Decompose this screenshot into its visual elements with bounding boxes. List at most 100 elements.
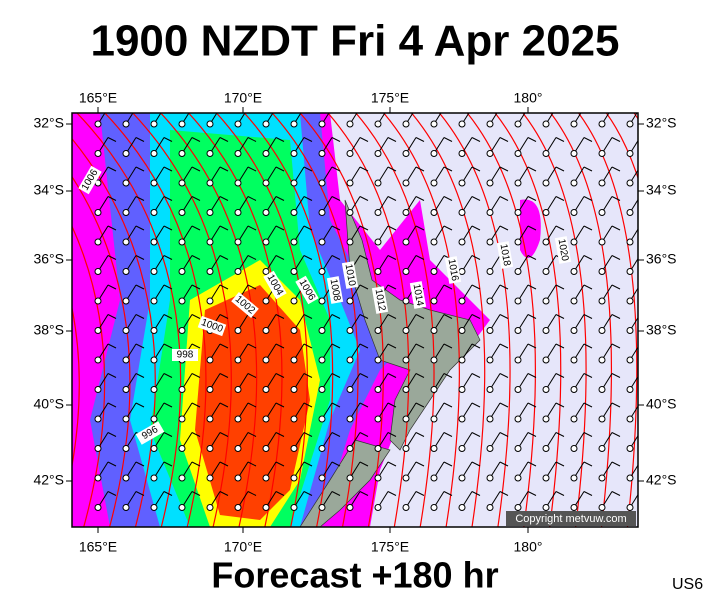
barb-flag [219, 166, 229, 172]
barb-flag [275, 432, 285, 437]
barb-station [346, 356, 354, 364]
barb-flag [387, 491, 397, 496]
barb-flag [443, 402, 453, 408]
precip-magenta-east [520, 199, 541, 258]
barb-flag [275, 373, 285, 378]
barb-station [598, 327, 606, 334]
barb-flag [611, 432, 621, 437]
barb-station [206, 179, 214, 187]
barb-station [430, 504, 438, 511]
barb-station [458, 386, 466, 393]
barb-station [318, 238, 326, 246]
isobar [549, 113, 613, 527]
barb-flag [359, 225, 369, 231]
barb-flag [555, 491, 565, 496]
barb-flag [107, 432, 117, 437]
barb-flag [471, 343, 481, 349]
barb-station [542, 238, 550, 246]
barb-flag [387, 255, 397, 260]
isobar [299, 113, 384, 527]
barb-station [262, 268, 270, 275]
barb-flag [387, 166, 397, 172]
barb-flag [108, 108, 116, 112]
barb-flag [471, 373, 481, 378]
barb-flag [247, 343, 257, 349]
barb-station [178, 120, 186, 128]
barb-station [374, 386, 382, 393]
barb-station [178, 268, 186, 275]
isobar [355, 113, 435, 527]
barb-flag [191, 166, 201, 172]
barb-station [290, 120, 298, 128]
isobar [72, 138, 156, 527]
barb-station [346, 504, 354, 511]
barb-flag [611, 166, 621, 172]
barb-station [262, 445, 270, 452]
barb-station [206, 150, 214, 157]
barb-station [262, 504, 270, 511]
barb-station [290, 238, 298, 246]
barb-flag [611, 284, 621, 290]
barb-station [374, 445, 382, 452]
barb-flag [415, 166, 425, 172]
barb-flag [583, 491, 593, 496]
lon-label-top: 175°E [371, 90, 409, 106]
barb-station [542, 386, 550, 393]
barb-flag [471, 314, 481, 319]
axes: 165°E 165°E 170°E 170°E 175°E 175°E 180° 180° 32… [33, 90, 676, 555]
barb-station [374, 150, 382, 157]
barb-station [402, 209, 410, 216]
barb-flag [499, 314, 509, 319]
barb-station [486, 415, 494, 423]
barb-station [122, 268, 130, 275]
barb-flag [303, 225, 313, 231]
barb-station [234, 415, 242, 423]
barb-station [318, 120, 326, 128]
barb-flag [527, 314, 537, 319]
barb-station [458, 474, 466, 482]
barb-flag [640, 226, 648, 230]
barb-station [598, 268, 606, 275]
isobar-label-box [409, 281, 427, 309]
barb-flag [415, 432, 425, 437]
barb-flag [640, 138, 648, 142]
barb-flag [611, 461, 621, 467]
barb-station [514, 445, 522, 452]
barb-flag [303, 314, 313, 319]
barb-flag [219, 402, 229, 408]
barb-station [262, 150, 270, 157]
isobar [410, 113, 486, 527]
barb-flag [640, 167, 648, 171]
barb-station [430, 150, 438, 157]
barb-station [290, 415, 298, 423]
barb-flag [416, 108, 424, 112]
barb-station [598, 415, 606, 423]
barb-flag [583, 255, 593, 260]
barb-station [402, 150, 410, 157]
isobar-label-text: 998 [177, 350, 194, 361]
barb-flag [555, 343, 565, 349]
barb-flag [499, 373, 509, 378]
barb-flag [583, 373, 593, 378]
barb-station [346, 238, 354, 246]
barb-flag [471, 491, 481, 496]
barb-flag [331, 314, 341, 319]
barb-station [318, 150, 326, 157]
barb-station [374, 356, 382, 364]
barb-flag [303, 255, 313, 260]
barb-flag [275, 137, 285, 142]
barb-station [430, 445, 438, 452]
barb-flag [135, 225, 145, 231]
barb-station [150, 415, 158, 423]
barb-flag [415, 196, 425, 201]
barb-station [94, 297, 102, 305]
barb-station [178, 179, 186, 187]
barb-flag [555, 432, 565, 437]
barb-flag [527, 284, 537, 290]
barb-flag [499, 225, 509, 231]
isobar-label-box [326, 276, 344, 304]
barb-flag [387, 373, 397, 378]
barb-station [290, 268, 298, 275]
copyright-box [506, 511, 636, 526]
barb-station [346, 179, 354, 187]
